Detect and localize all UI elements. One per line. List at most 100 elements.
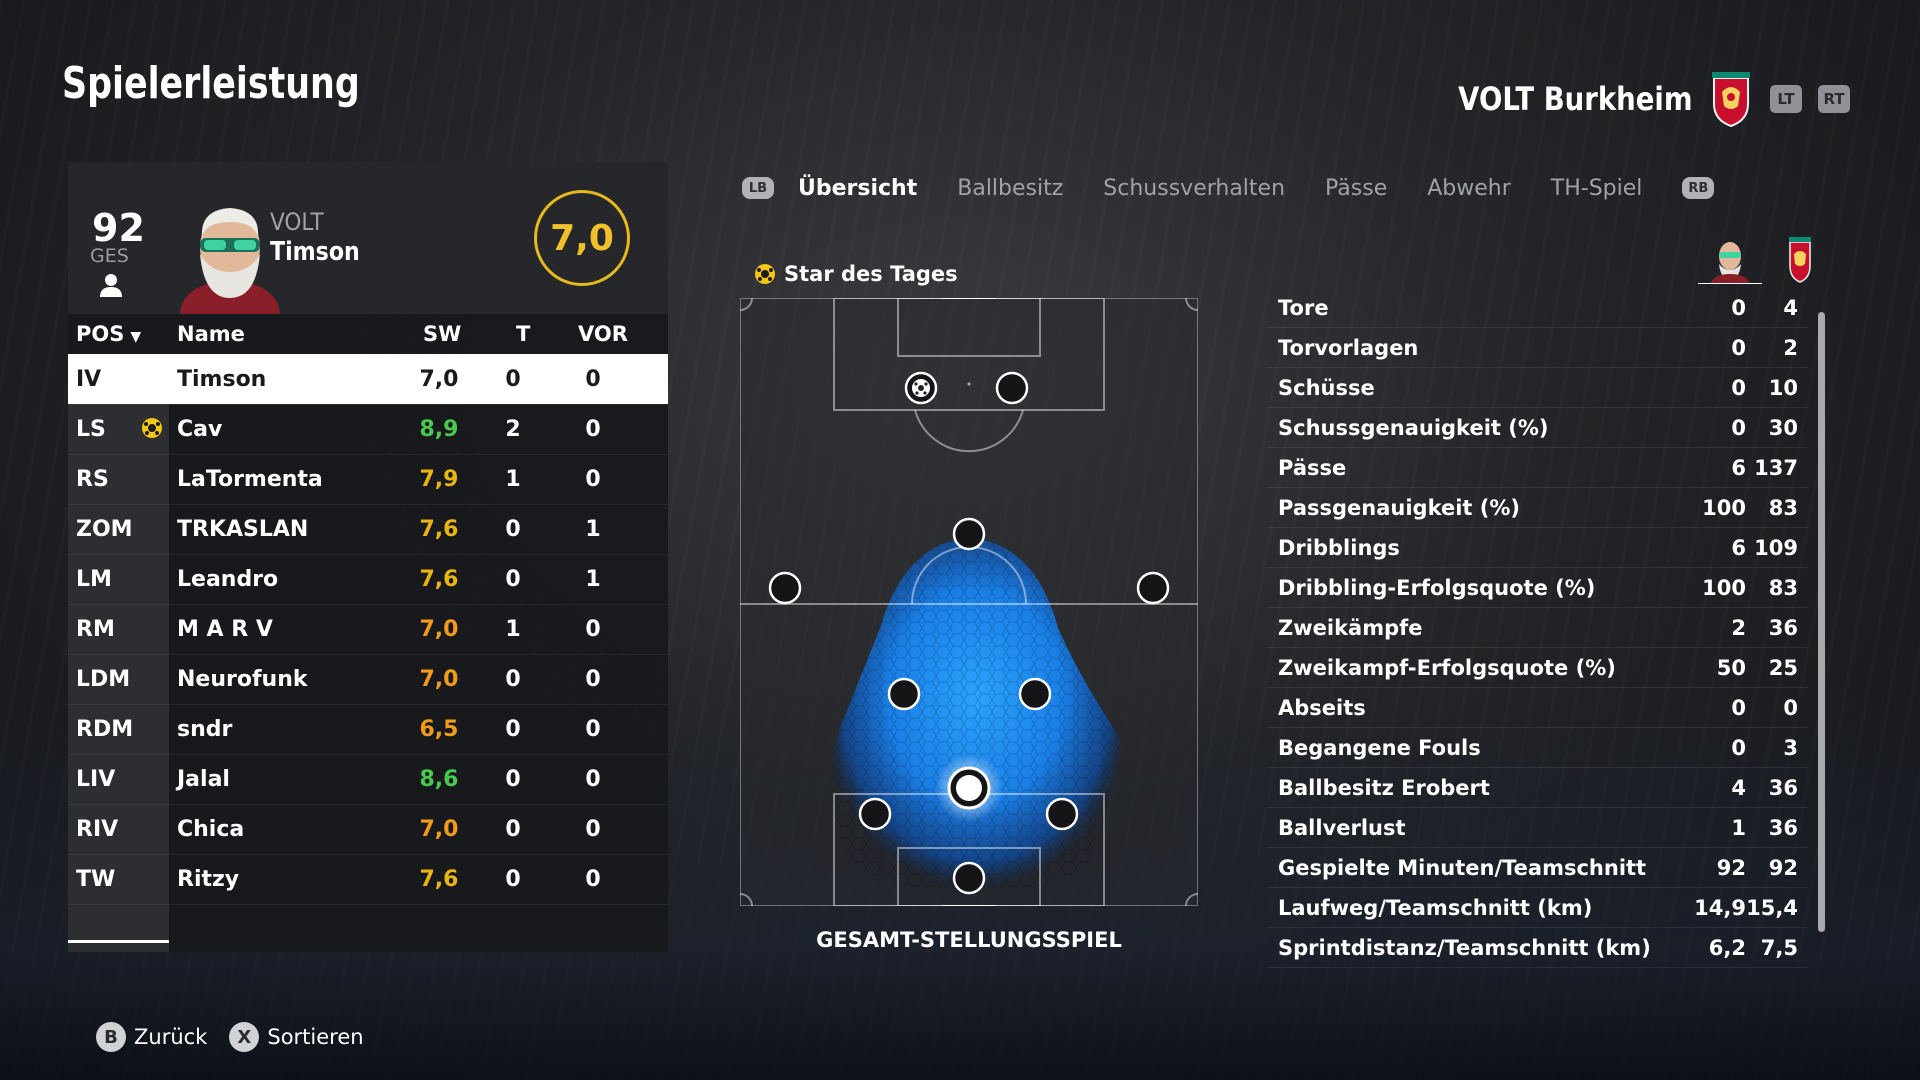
stat-row: Tore 0 4 — [1268, 288, 1808, 328]
row-goals: 0 — [505, 517, 521, 542]
row-assists: 0 — [585, 817, 601, 842]
lb-bumper-button[interactable]: LB — [742, 177, 774, 199]
tab-th-spiel[interactable]: TH-Spiel — [1550, 175, 1643, 201]
stat-label: Laufweg/Teamschnitt (km) — [1278, 896, 1593, 920]
row-position: IV — [76, 367, 102, 392]
row-position: LIV — [76, 767, 116, 792]
stat-team-value: 83 — [1768, 576, 1798, 600]
stat-player-value: 0 — [1731, 336, 1746, 360]
stat-player-value: 6 — [1731, 456, 1746, 480]
rt-trigger-button[interactable]: RT — [1818, 85, 1850, 113]
stat-label: Zweikämpfe — [1278, 616, 1423, 640]
stat-player-value: 100 — [1702, 576, 1746, 600]
table-row[interactable]: RM M A R V 7,0 1 0 — [68, 604, 668, 654]
row-assists: 0 — [585, 717, 601, 742]
row-name: Leandro — [177, 567, 279, 592]
row-name: Timson — [177, 367, 267, 392]
lt-trigger-button[interactable]: LT — [1770, 85, 1802, 113]
stat-team-value: 7,5 — [1760, 936, 1798, 960]
row-position: LS — [76, 417, 106, 442]
table-row[interactable]: RDM sndr 6,5 0 0 — [68, 704, 668, 754]
stat-label: Schussgenauigkeit (%) — [1278, 416, 1549, 440]
table-row[interactable]: LDM Neurofunk 7,0 0 0 — [68, 654, 668, 704]
stat-team-value: 25 — [1768, 656, 1798, 680]
heatmap-area — [832, 538, 1120, 891]
stat-label: Gespielte Minuten/Teamschnitt — [1278, 856, 1647, 880]
row-rating: 7,0 — [419, 367, 459, 392]
overall-label: GES — [90, 245, 129, 267]
row-assists: 0 — [585, 667, 601, 692]
stat-team-value: 137 — [1754, 456, 1798, 480]
player-portrait — [180, 208, 280, 314]
stat-row: Dribblings 6 109 — [1268, 528, 1808, 568]
stat-player-value: 1 — [1731, 816, 1746, 840]
row-position: RIV — [76, 817, 119, 842]
row-name: Cav — [177, 417, 223, 442]
tab-paesse[interactable]: Pässe — [1325, 175, 1388, 201]
ball-marker — [912, 379, 930, 397]
stat-team-value: 4 — [1783, 296, 1798, 320]
stat-team-value: 30 — [1768, 416, 1798, 440]
row-assists: 0 — [585, 867, 601, 892]
col-header-pos[interactable]: POS ▼ — [76, 322, 142, 346]
stat-player-value: 0 — [1731, 696, 1746, 720]
table-row[interactable]: LIV Jalal 8,6 0 0 — [68, 754, 668, 804]
row-assists: 1 — [585, 517, 601, 542]
row-rating: 7,6 — [419, 867, 459, 892]
table-row[interactable]: RIV Chica 7,0 0 0 — [68, 804, 668, 854]
rb-bumper-button[interactable]: RB — [1682, 177, 1715, 199]
row-position: RS — [76, 467, 109, 492]
row-position: ZOM — [76, 517, 133, 542]
row-goals: 1 — [505, 617, 521, 642]
table-row[interactable]: LM Leandro 7,6 0 1 — [68, 554, 668, 604]
table-row[interactable]: ZOM TRKASLAN 7,6 0 1 — [68, 504, 668, 554]
stat-team-value: 36 — [1768, 776, 1798, 800]
person-icon — [100, 274, 122, 297]
stat-row: Zweikämpfe 2 36 — [1268, 608, 1808, 648]
stat-label: Dribbling-Erfolgsquote (%) — [1278, 576, 1596, 600]
club-crest-icon — [1712, 72, 1750, 128]
row-name: LaTormenta — [177, 467, 323, 492]
stat-player-value: 92 — [1716, 856, 1746, 880]
row-position: RM — [76, 617, 115, 642]
stat-player-value: 14,9 — [1694, 896, 1746, 920]
stat-row: Abseits 0 0 — [1268, 688, 1808, 728]
col-header-t: T — [516, 322, 531, 346]
player-name: Timson — [270, 237, 360, 267]
row-rating: 7,0 — [419, 817, 459, 842]
stat-label: Passgenauigkeit (%) — [1278, 496, 1521, 520]
sort-button[interactable]: X Sortieren — [229, 1022, 364, 1052]
col-header-vor: VOR — [578, 322, 628, 346]
row-goals: 0 — [505, 567, 521, 592]
stats-column-icons — [1698, 237, 1811, 284]
row-name: Neurofunk — [177, 667, 308, 692]
row-position: LDM — [76, 667, 131, 692]
tab-abwehr[interactable]: Abwehr — [1427, 175, 1511, 201]
tab-uebersicht[interactable]: Übersicht — [798, 175, 918, 201]
stat-player-value: 6,2 — [1708, 936, 1746, 960]
stats-scrollbar[interactable] — [1818, 312, 1825, 932]
player-card: 92 GES VOLT Timson 7,0 — [68, 162, 668, 314]
table-row[interactable]: IV Timson 7,0 0 0 — [68, 354, 668, 404]
team-header: VOLT Burkheim LT RT — [1420, 70, 1850, 128]
row-rating: 7,9 — [419, 467, 459, 492]
stat-team-value: 0 — [1783, 696, 1798, 720]
row-assists: 0 — [585, 467, 601, 492]
back-button[interactable]: B Zurück — [96, 1022, 207, 1052]
row-rating: 6,5 — [419, 717, 459, 742]
stat-label: Torvorlagen — [1278, 336, 1419, 360]
table-row[interactable]: TW Ritzy 7,6 0 0 — [68, 854, 668, 905]
stat-label: Tore — [1278, 296, 1329, 320]
match-rating: 7,0 — [534, 190, 630, 286]
tab-ballbesitz[interactable]: Ballbesitz — [957, 175, 1064, 201]
table-row[interactable]: LS Cav 8,9 2 0 — [68, 404, 668, 454]
stat-row: Torvorlagen 0 2 — [1268, 328, 1808, 368]
overall-rating: 92 — [92, 206, 145, 250]
tab-schussverhalten[interactable]: Schussverhalten — [1103, 175, 1286, 201]
stat-team-value: 15,4 — [1746, 896, 1798, 920]
row-rating: 7,6 — [419, 517, 459, 542]
stat-team-value: 36 — [1768, 616, 1798, 640]
stat-team-value: 36 — [1768, 816, 1798, 840]
stat-row: Schüsse 0 10 — [1268, 368, 1808, 408]
table-row[interactable]: RS LaTormenta 7,9 1 0 — [68, 454, 668, 504]
